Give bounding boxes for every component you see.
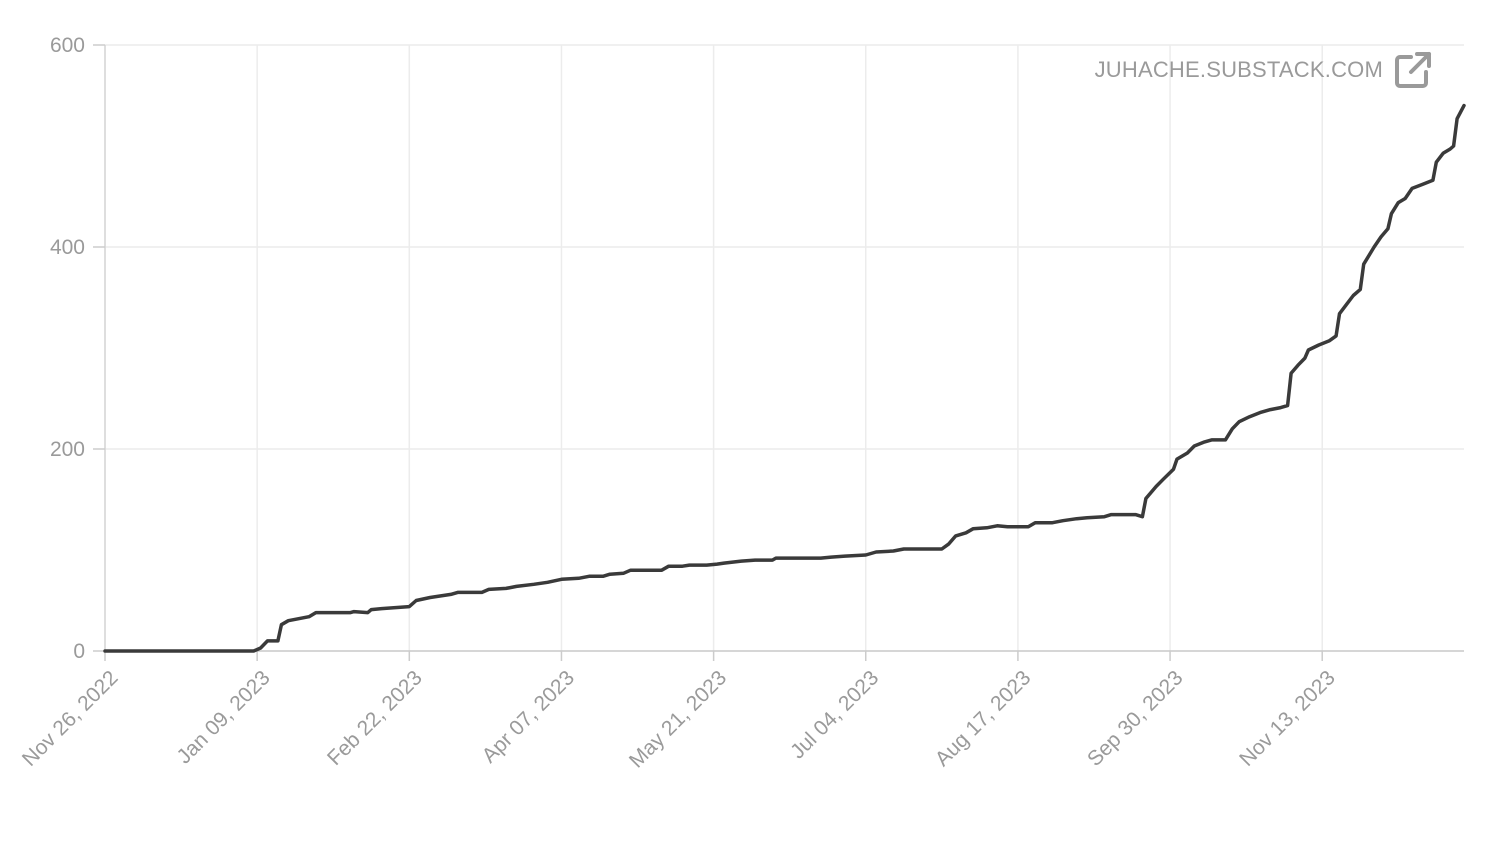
x-tick-label: Feb 22, 2023 bbox=[323, 666, 427, 770]
external-link-icon[interactable] bbox=[1393, 50, 1433, 90]
x-tick-label: May 21, 2023 bbox=[625, 666, 731, 772]
x-tick-label: Jan 09, 2023 bbox=[173, 666, 275, 768]
y-tick-label: 200 bbox=[50, 438, 85, 461]
x-tick-label: Nov 26, 2022 bbox=[18, 666, 123, 771]
y-tick-label: 400 bbox=[50, 236, 85, 259]
x-tick-label: Nov 13, 2023 bbox=[1235, 666, 1340, 771]
x-tick-label: Jul 04, 2023 bbox=[786, 666, 883, 763]
series-layer bbox=[103, 103, 1466, 653]
y-axis-ticks: 0 200 400 600 bbox=[50, 34, 105, 663]
series-line-0 bbox=[103, 103, 1466, 653]
axes bbox=[104, 45, 1464, 652]
x-tick-label: Sep 30, 2023 bbox=[1083, 666, 1188, 771]
substack-watermark[interactable]: JUHACHE.SUBSTACK.COM bbox=[1095, 50, 1433, 90]
y-tick-label: 600 bbox=[50, 34, 85, 57]
watermark-text[interactable]: JUHACHE.SUBSTACK.COM bbox=[1094, 57, 1383, 82]
x-tick-label: Aug 17, 2023 bbox=[931, 666, 1036, 771]
y-tick-label: 0 bbox=[73, 640, 85, 663]
grid-lines bbox=[105, 44, 1464, 651]
x-axis-ticks: Nov 26, 2022 Jan 09, 2023 Feb 22, 2023 Apr … bbox=[18, 651, 1340, 773]
x-tick-label: Apr 07, 2023 bbox=[478, 666, 579, 767]
